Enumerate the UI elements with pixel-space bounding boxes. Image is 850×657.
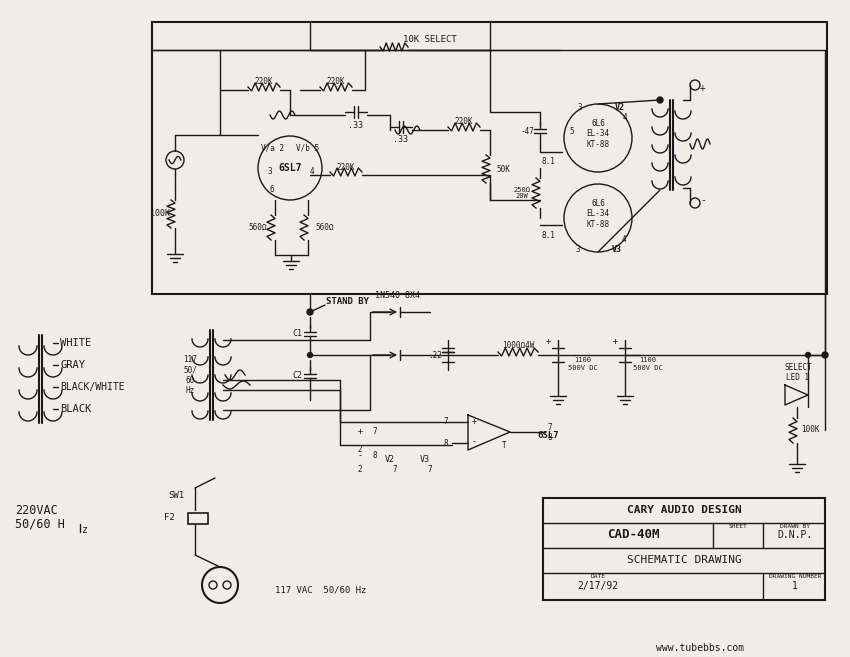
Text: 2/17/92: 2/17/92 bbox=[577, 581, 619, 591]
Text: .33: .33 bbox=[348, 120, 364, 129]
Text: 7: 7 bbox=[444, 417, 448, 426]
Text: 220K: 220K bbox=[255, 78, 273, 87]
Text: 560Ω: 560Ω bbox=[315, 223, 334, 233]
Text: T: T bbox=[502, 440, 507, 449]
Text: -: - bbox=[358, 451, 362, 461]
Text: +: + bbox=[546, 338, 551, 346]
Circle shape bbox=[822, 352, 828, 358]
Text: +: + bbox=[358, 428, 362, 436]
Text: 7: 7 bbox=[428, 466, 433, 474]
Text: SCHEMATIC DRAWING: SCHEMATIC DRAWING bbox=[626, 555, 741, 565]
Text: -47: -47 bbox=[521, 127, 535, 137]
Text: 117 VAC  50/60 Hz: 117 VAC 50/60 Hz bbox=[275, 585, 366, 595]
Text: 7: 7 bbox=[547, 422, 552, 432]
Text: GRAY: GRAY bbox=[60, 360, 85, 370]
Circle shape bbox=[307, 309, 313, 315]
Text: 8: 8 bbox=[547, 432, 552, 442]
Text: 220K: 220K bbox=[455, 118, 473, 127]
Text: 1100
500V DC: 1100 500V DC bbox=[633, 357, 663, 371]
Text: 560Ω: 560Ω bbox=[249, 223, 267, 233]
Text: V/b 5: V/b 5 bbox=[297, 143, 320, 152]
Text: 1100
500V DC: 1100 500V DC bbox=[568, 357, 598, 371]
Text: 220K: 220K bbox=[337, 162, 355, 171]
Text: 250Ω
20W: 250Ω 20W bbox=[513, 187, 530, 200]
Text: 3: 3 bbox=[578, 104, 582, 112]
Text: SELECT: SELECT bbox=[784, 363, 812, 373]
Text: LED 1: LED 1 bbox=[786, 373, 809, 382]
Text: 10K SELECT: 10K SELECT bbox=[403, 35, 456, 45]
Text: 6L6
EL-34
KT-88: 6L6 EL-34 KT-88 bbox=[586, 199, 609, 229]
Text: 6L6
EL-34
KT-88: 6L6 EL-34 KT-88 bbox=[586, 119, 609, 149]
Text: V/a 2: V/a 2 bbox=[262, 143, 285, 152]
Circle shape bbox=[308, 353, 313, 357]
Text: 4: 4 bbox=[309, 168, 314, 177]
Text: 220K: 220K bbox=[326, 78, 345, 87]
Text: 50K: 50K bbox=[496, 164, 510, 173]
Text: 8: 8 bbox=[444, 438, 448, 447]
Text: V3: V3 bbox=[612, 246, 622, 254]
Text: +: + bbox=[472, 417, 477, 426]
Bar bbox=[543, 498, 825, 600]
Text: CARY AUDIO DESIGN: CARY AUDIO DESIGN bbox=[626, 505, 741, 515]
Circle shape bbox=[806, 353, 811, 357]
Text: 7: 7 bbox=[393, 466, 397, 474]
Text: 4: 4 bbox=[621, 235, 626, 244]
Text: .22: .22 bbox=[428, 350, 442, 359]
Text: 1N540 8X4: 1N540 8X4 bbox=[376, 290, 421, 300]
Text: 220VAC: 220VAC bbox=[15, 503, 58, 516]
Text: .33: .33 bbox=[394, 135, 409, 145]
Text: -: - bbox=[700, 195, 706, 205]
Text: 4: 4 bbox=[623, 114, 627, 122]
Text: 6: 6 bbox=[269, 185, 275, 194]
Text: 8: 8 bbox=[372, 451, 377, 461]
Circle shape bbox=[657, 97, 663, 103]
Bar bbox=[188, 513, 208, 524]
Text: 8.1: 8.1 bbox=[541, 158, 555, 166]
Text: D.N.P.: D.N.P. bbox=[778, 530, 813, 540]
Text: C1: C1 bbox=[292, 330, 302, 338]
Text: CAD-40M: CAD-40M bbox=[607, 528, 660, 541]
Text: STAND BY: STAND BY bbox=[326, 298, 370, 307]
Text: 3: 3 bbox=[575, 246, 581, 254]
Text: 117
50/
60
Hz: 117 50/ 60 Hz bbox=[183, 355, 197, 395]
Bar bbox=[152, 22, 827, 294]
Text: F2: F2 bbox=[164, 514, 175, 522]
Text: 100K: 100K bbox=[150, 210, 170, 219]
Text: 6SL7: 6SL7 bbox=[537, 430, 558, 440]
Text: 7: 7 bbox=[372, 428, 377, 436]
Text: 50/60 H: 50/60 H bbox=[15, 518, 65, 530]
Text: 100K: 100K bbox=[801, 426, 819, 434]
Text: +: + bbox=[700, 83, 706, 93]
Text: V2: V2 bbox=[385, 455, 395, 464]
Text: 1: 1 bbox=[792, 581, 798, 591]
Text: DATE: DATE bbox=[591, 574, 605, 579]
Text: DRAWING NUMBER: DRAWING NUMBER bbox=[768, 574, 821, 579]
Text: 2: 2 bbox=[358, 445, 362, 455]
Text: SW1: SW1 bbox=[169, 491, 185, 499]
Text: 8.1: 8.1 bbox=[541, 231, 555, 240]
Text: WHITE: WHITE bbox=[60, 338, 91, 348]
Text: V3: V3 bbox=[420, 455, 430, 464]
Text: 5: 5 bbox=[570, 127, 575, 137]
Text: +: + bbox=[613, 338, 617, 346]
Text: -: - bbox=[472, 438, 477, 447]
Text: z: z bbox=[82, 525, 88, 535]
Text: www.tubebbs.com: www.tubebbs.com bbox=[656, 643, 744, 653]
Text: 2: 2 bbox=[358, 466, 362, 474]
Text: 3: 3 bbox=[268, 168, 272, 177]
Text: C2: C2 bbox=[292, 371, 302, 380]
Text: SHEET: SHEET bbox=[728, 524, 747, 530]
Text: 6SL7: 6SL7 bbox=[278, 163, 302, 173]
Text: DRAWN BY: DRAWN BY bbox=[780, 524, 810, 530]
Text: BLACK: BLACK bbox=[60, 404, 91, 414]
Text: V2: V2 bbox=[615, 104, 625, 112]
Text: BLACK/WHITE: BLACK/WHITE bbox=[60, 382, 125, 392]
Text: 1000Ω4W: 1000Ω4W bbox=[502, 342, 534, 350]
